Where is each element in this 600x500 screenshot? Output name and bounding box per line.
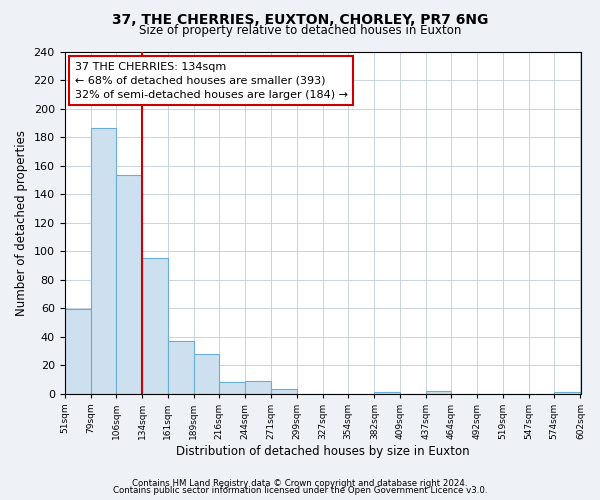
Text: Contains public sector information licensed under the Open Government Licence v3: Contains public sector information licen…: [113, 486, 487, 495]
Text: 37 THE CHERRIES: 134sqm
← 68% of detached houses are smaller (393)
32% of semi-d: 37 THE CHERRIES: 134sqm ← 68% of detache…: [75, 62, 348, 100]
Bar: [65, 310, 91, 394]
Text: Size of property relative to detached houses in Euxton: Size of property relative to detached ho…: [139, 24, 461, 37]
Bar: [142, 258, 167, 394]
Bar: [554, 392, 580, 394]
X-axis label: Distribution of detached houses by size in Euxton: Distribution of detached houses by size …: [176, 444, 469, 458]
Bar: [116, 176, 142, 394]
Bar: [219, 382, 245, 394]
Bar: [426, 390, 451, 394]
Y-axis label: Number of detached properties: Number of detached properties: [15, 130, 28, 316]
Bar: [167, 341, 194, 394]
Text: Contains HM Land Registry data © Crown copyright and database right 2024.: Contains HM Land Registry data © Crown c…: [132, 478, 468, 488]
Text: 37, THE CHERRIES, EUXTON, CHORLEY, PR7 6NG: 37, THE CHERRIES, EUXTON, CHORLEY, PR7 6…: [112, 12, 488, 26]
Bar: [374, 392, 400, 394]
Bar: [245, 380, 271, 394]
Bar: [194, 354, 219, 394]
Bar: [271, 390, 297, 394]
Bar: [91, 128, 116, 394]
